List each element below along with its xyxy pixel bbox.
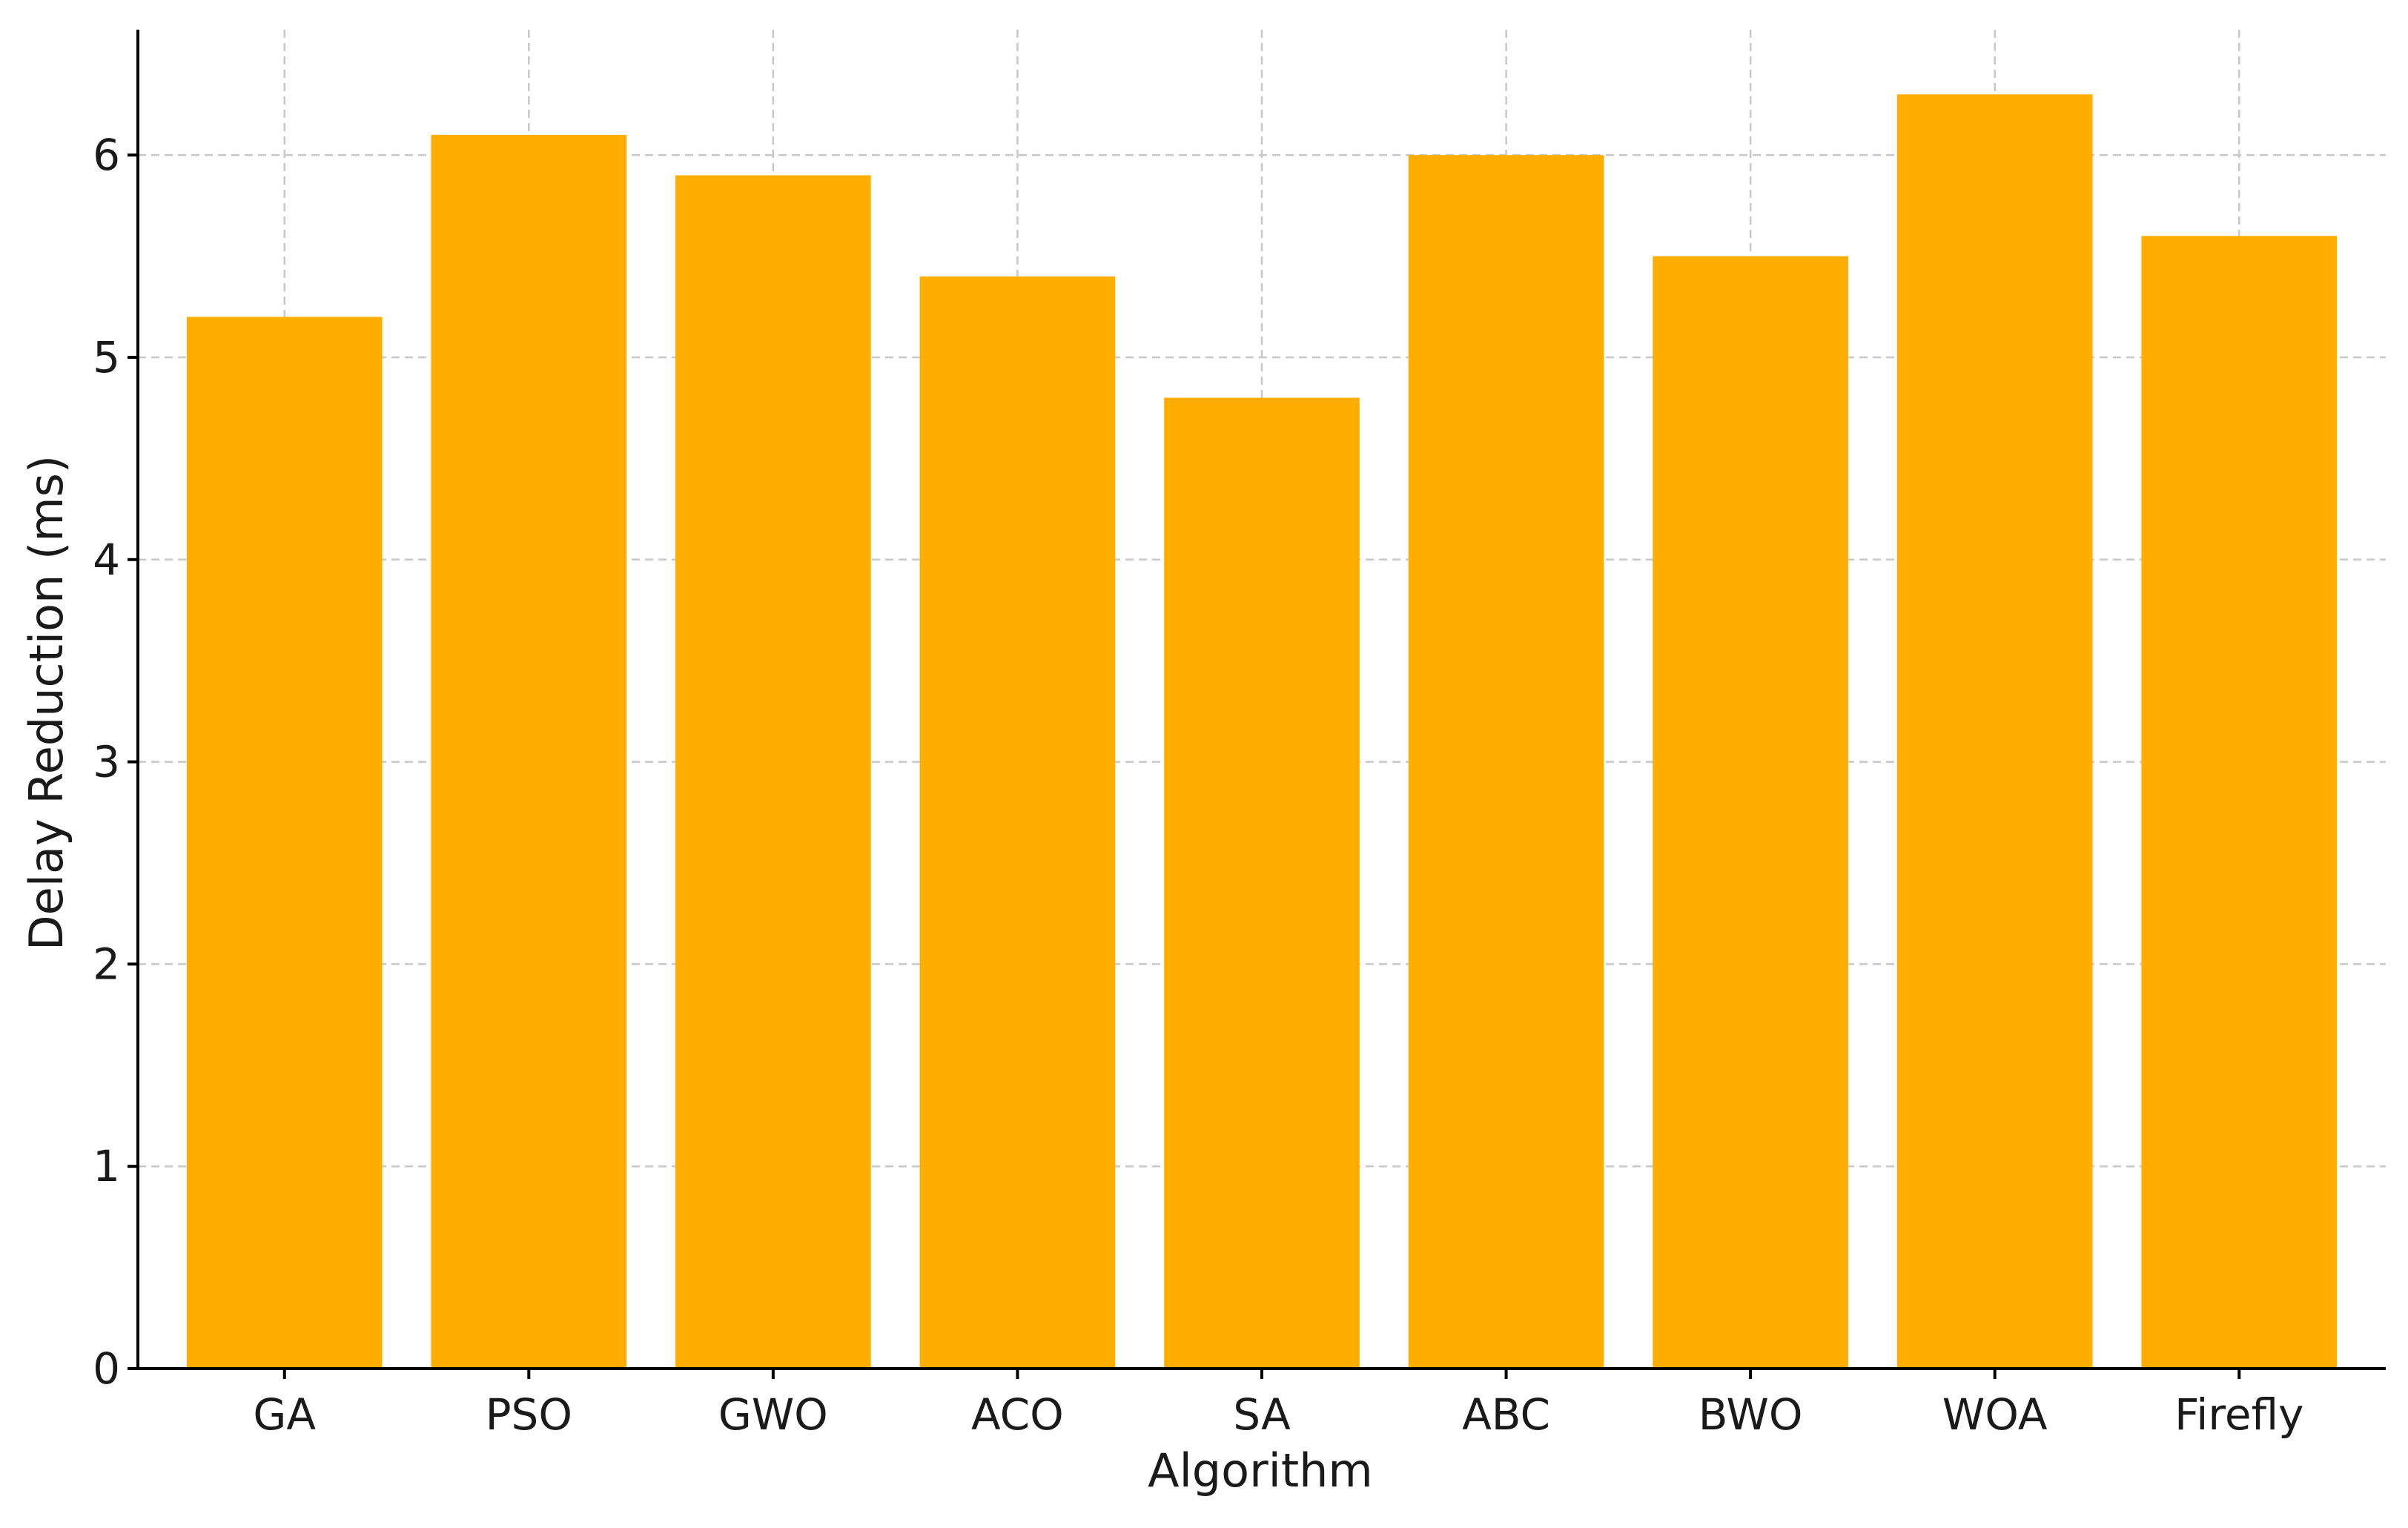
bar-aco [919,276,1116,1369]
x-tick-label: WOA [1942,1389,2048,1440]
x-tick-label: ABC [1462,1389,1550,1440]
x-tick-label: BWO [1698,1389,1803,1440]
y-tick-label: 1 [93,1141,120,1191]
y-tick-label: 3 [93,737,120,787]
y-axis-title: Delay Reduction (ms) [19,455,73,950]
y-tick-label: 2 [93,939,120,989]
y-tick-label: 4 [93,535,120,585]
x-tick-label: GWO [718,1389,828,1440]
y-tick-label: 0 [93,1343,120,1394]
x-tick-label: SA [1233,1389,1291,1440]
x-tick-label: ACO [971,1389,1064,1440]
x-tick-label: GA [253,1389,316,1440]
y-tick-label: 5 [93,332,120,383]
bar-bwo [1653,256,1848,1369]
x-tick-label: PSO [486,1389,572,1440]
bar-sa [1164,397,1360,1369]
bar-woa [1896,94,2093,1369]
axes [128,30,2386,1379]
y-tick-label: 6 [93,130,120,180]
x-tick-label: Firefly [2174,1389,2303,1440]
bar-abc [1408,155,1604,1369]
y-tick-labels: 0 1 2 3 4 5 6 [93,130,120,1394]
bars [186,94,2338,1369]
bar-firefly [2141,236,2338,1369]
x-axis-title: Algorithm [1148,1443,1373,1498]
bar-gwo [675,175,871,1369]
bar-pso [431,134,627,1369]
bar-ga [186,317,383,1369]
x-tick-labels: GA PSO GWO ACO SA ABC BWO WOA Firefly [253,1389,2303,1440]
